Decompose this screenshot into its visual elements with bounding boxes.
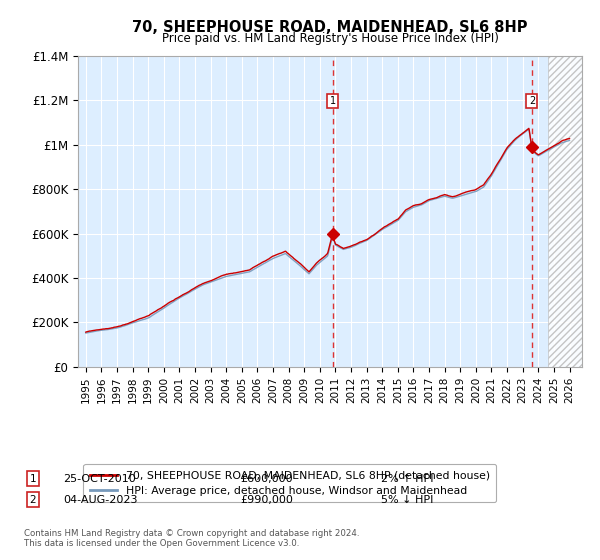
Text: 25-OCT-2010: 25-OCT-2010 xyxy=(63,474,136,484)
Bar xyxy=(548,56,582,367)
Text: 2: 2 xyxy=(529,96,535,106)
Text: 2: 2 xyxy=(29,494,37,505)
Text: Contains HM Land Registry data © Crown copyright and database right 2024.: Contains HM Land Registry data © Crown c… xyxy=(24,529,359,538)
Text: 1: 1 xyxy=(29,474,37,484)
Text: This data is licensed under the Open Government Licence v3.0.: This data is licensed under the Open Gov… xyxy=(24,539,299,548)
Legend: 70, SHEEPHOUSE ROAD, MAIDENHEAD, SL6 8HP (detached house), HPI: Average price, d: 70, SHEEPHOUSE ROAD, MAIDENHEAD, SL6 8HP… xyxy=(83,464,496,502)
Text: 1: 1 xyxy=(329,96,336,106)
Text: £600,000: £600,000 xyxy=(240,474,293,484)
Text: 5% ↓ HPI: 5% ↓ HPI xyxy=(381,494,433,505)
Text: 70, SHEEPHOUSE ROAD, MAIDENHEAD, SL6 8HP: 70, SHEEPHOUSE ROAD, MAIDENHEAD, SL6 8HP xyxy=(132,20,528,35)
Text: £990,000: £990,000 xyxy=(240,494,293,505)
Text: 04-AUG-2023: 04-AUG-2023 xyxy=(63,494,137,505)
Text: 2% ↑ HPI: 2% ↑ HPI xyxy=(381,474,433,484)
Text: Price paid vs. HM Land Registry's House Price Index (HPI): Price paid vs. HM Land Registry's House … xyxy=(161,32,499,45)
